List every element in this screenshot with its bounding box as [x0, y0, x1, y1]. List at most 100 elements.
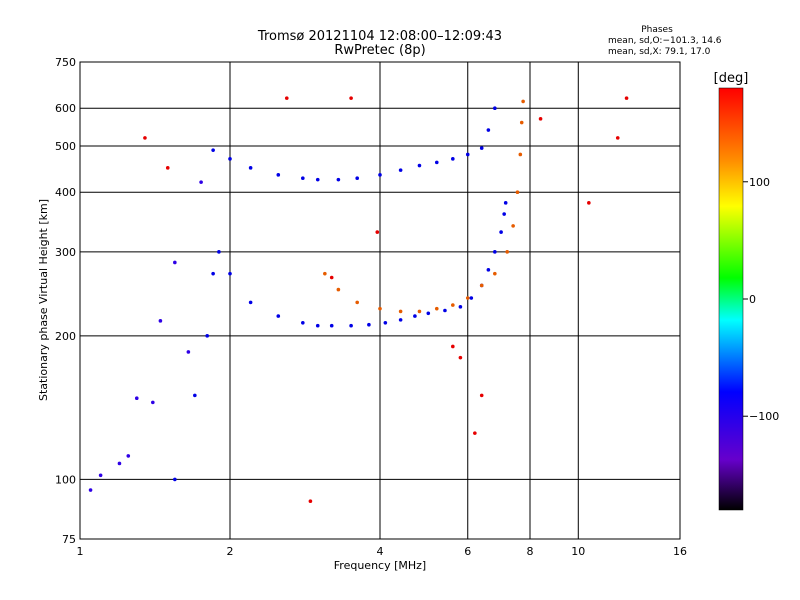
data-point: [587, 201, 591, 205]
colorbar-tick-label: 0: [749, 293, 756, 306]
data-point: [193, 393, 197, 398]
data-point: [413, 314, 417, 318]
data-point: [276, 314, 281, 318]
data-point: [349, 323, 353, 328]
colorbar-tick-label: −100: [749, 410, 779, 423]
data-point: [538, 117, 543, 121]
data-point: [479, 393, 484, 398]
data-point: [301, 320, 305, 325]
data-point: [126, 454, 131, 458]
x-tick-label: 10: [571, 545, 585, 558]
x-axis-ticks: 1 2 4 6 8 10 16: [77, 545, 688, 558]
data-point: [398, 309, 403, 314]
data-point: [615, 136, 620, 140]
x-tick-label: 1: [77, 545, 84, 558]
data-point: [519, 120, 524, 125]
data-point: [426, 311, 431, 316]
data-point: [355, 176, 359, 181]
data-point: [323, 271, 327, 276]
colorbar-tick-label: 100: [749, 176, 770, 189]
y-tick-label: 400: [55, 186, 76, 199]
data-point: [451, 344, 455, 349]
data-point: [355, 300, 359, 305]
data-point: [503, 201, 508, 205]
data-point: [117, 461, 122, 466]
y-tick-label: 300: [55, 246, 76, 259]
data-point: [624, 96, 629, 100]
y-tick-label: 600: [55, 102, 76, 115]
data-points: [88, 96, 629, 504]
x-tick-label: 8: [527, 545, 534, 558]
data-point: [486, 268, 491, 272]
y-tick-label: 750: [55, 56, 76, 69]
data-point: [315, 177, 320, 182]
data-point: [367, 322, 371, 327]
data-point: [199, 180, 203, 184]
data-point: [502, 212, 506, 216]
data-point: [158, 319, 163, 323]
data-point: [248, 166, 253, 170]
x-tick-label: 4: [377, 545, 384, 558]
data-point: [151, 400, 155, 405]
x-tick-label: 6: [464, 545, 471, 558]
data-point: [505, 250, 509, 254]
data-point: [336, 177, 341, 182]
data-point: [417, 309, 422, 314]
data-point: [486, 128, 491, 132]
data-point: [493, 250, 497, 254]
data-point: [143, 136, 147, 140]
data-point: [329, 275, 334, 280]
data-point: [228, 271, 232, 276]
data-point: [398, 318, 403, 322]
data-point: [515, 190, 520, 195]
phases-mean-o: mean, sd,O:−101.3, 14.6: [608, 36, 722, 46]
data-point: [458, 305, 463, 309]
data-point: [336, 287, 341, 292]
data-point: [518, 152, 523, 157]
data-point: [511, 224, 515, 228]
x-tick-label: 16: [673, 545, 687, 558]
data-point: [217, 250, 221, 254]
data-point: [276, 173, 281, 177]
data-point: [375, 230, 380, 234]
data-point: [378, 173, 382, 177]
data-point: [521, 99, 525, 104]
data-point: [315, 323, 320, 328]
data-point: [88, 488, 93, 492]
data-point: [186, 350, 191, 354]
y-tick-label: 100: [55, 473, 76, 486]
y-tick-label: 200: [55, 330, 76, 343]
data-point: [479, 146, 484, 150]
phases-mean-x: mean, sd,X: 79.1, 17.0: [608, 47, 711, 57]
y-tick-label: 500: [55, 140, 76, 153]
data-point: [383, 320, 388, 325]
data-point: [458, 355, 463, 360]
data-point: [349, 96, 353, 100]
chart-title: Tromsø 20121104 12:08:00–12:09:43: [257, 29, 502, 44]
data-point: [417, 163, 422, 168]
phases-title: Phases: [641, 25, 673, 35]
data-point: [473, 431, 477, 435]
data-point: [451, 303, 455, 307]
chart-subtitle: RwPretec (8p): [334, 43, 425, 58]
data-point: [378, 306, 382, 311]
data-point: [465, 296, 470, 300]
y-axis-label: Stationary phase Virtual Height [km]: [37, 199, 50, 401]
colorbar: [718, 87, 744, 511]
y-axis-ticks: 75 100 200 300 400 500 600 750: [55, 56, 76, 546]
data-point: [205, 334, 209, 338]
data-point: [499, 230, 503, 234]
data-point: [98, 473, 103, 478]
data-point: [284, 96, 289, 100]
data-point: [451, 157, 455, 161]
data-point: [248, 300, 253, 305]
data-point: [173, 477, 177, 482]
data-point: [134, 396, 139, 400]
grid-lines: [80, 62, 680, 539]
data-point: [479, 283, 484, 288]
data-point: [493, 106, 497, 111]
data-point: [398, 168, 403, 172]
x-axis-label: Frequency [MHz]: [334, 559, 426, 572]
data-point: [434, 160, 439, 165]
